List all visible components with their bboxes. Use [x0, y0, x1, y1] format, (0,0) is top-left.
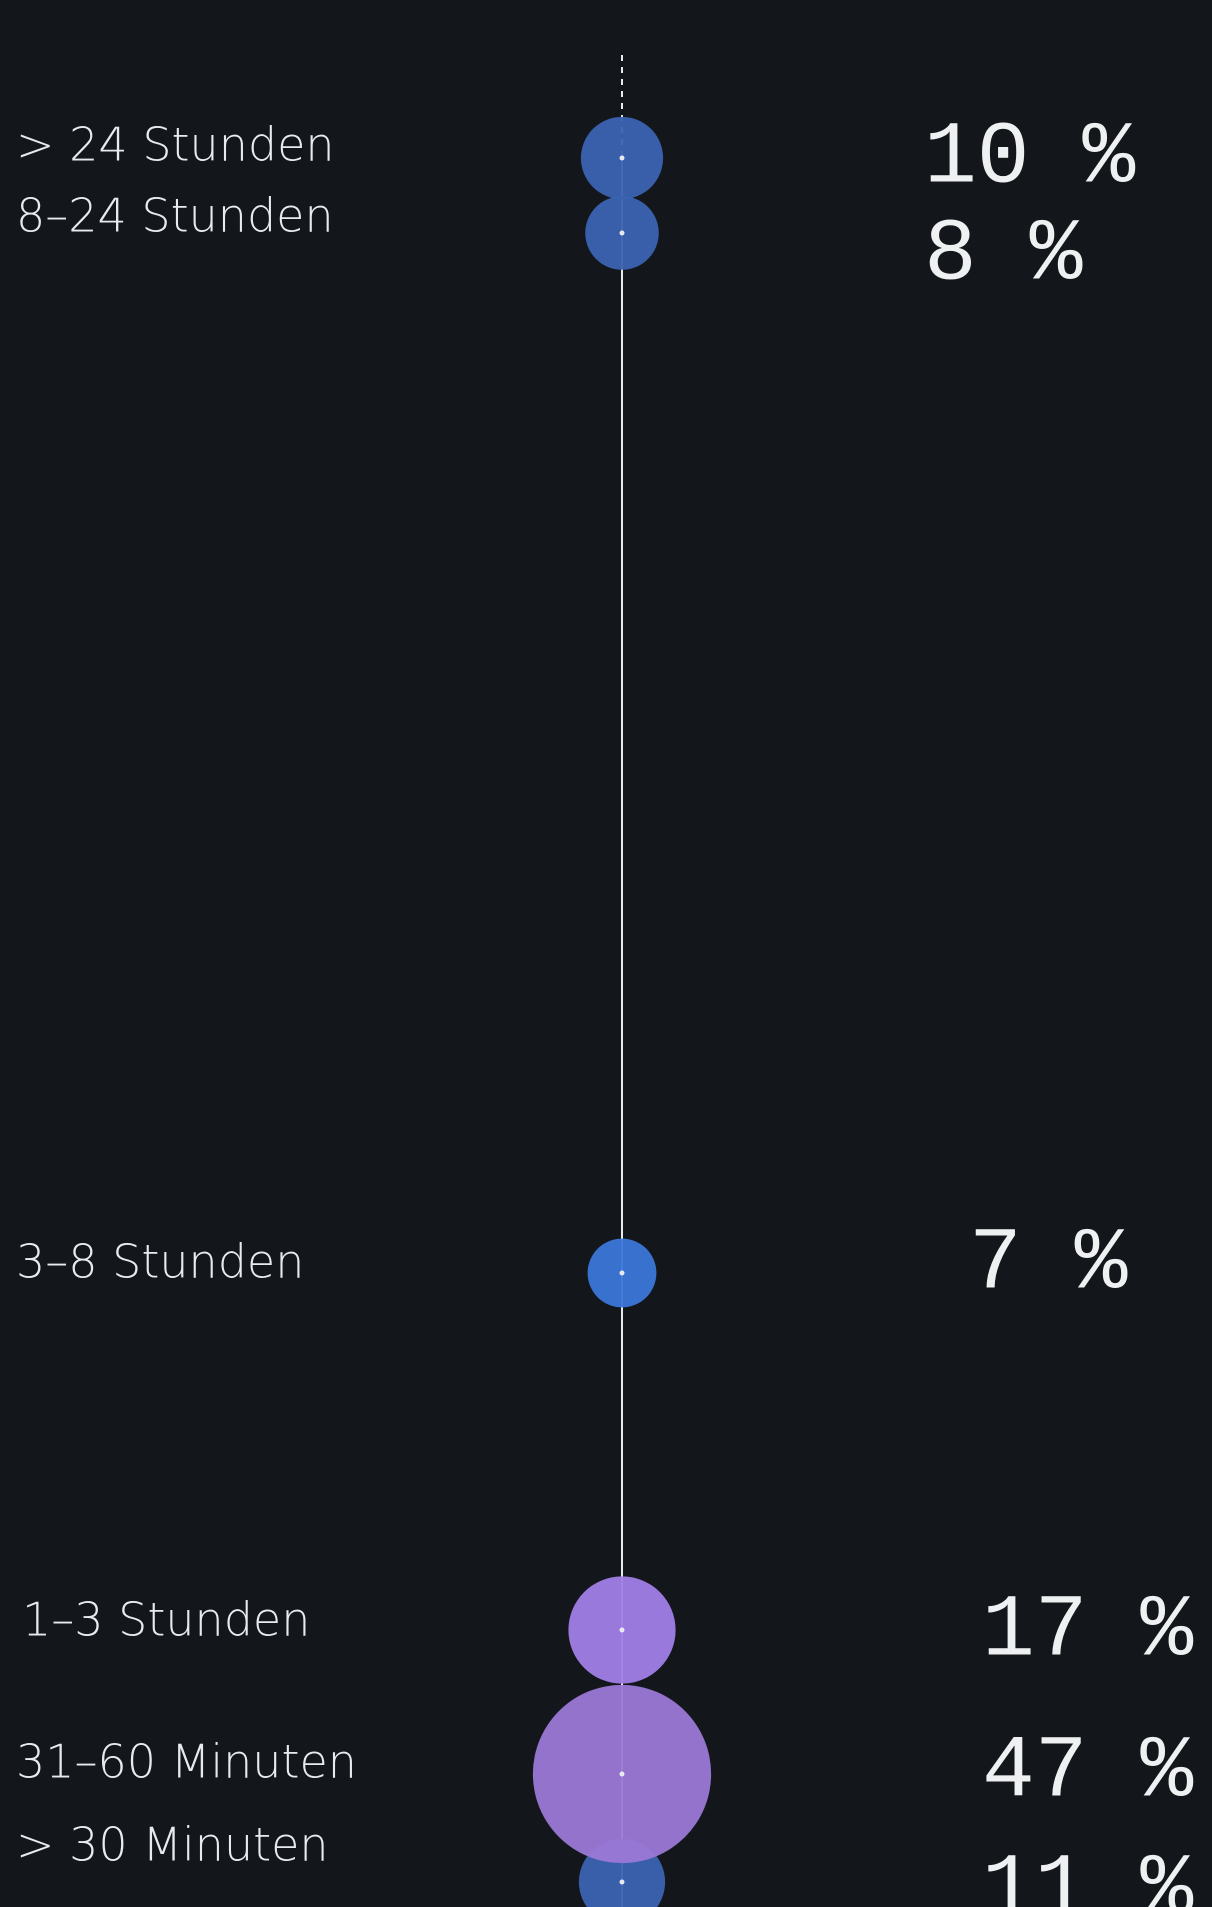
bubble-center: [619, 1879, 625, 1885]
category-label: > 24 Stunden: [16, 118, 335, 172]
bubble-center: [619, 155, 625, 161]
bubble-center: [619, 1627, 625, 1633]
category-label: 8–24 Stunden: [16, 189, 334, 243]
value-label: 47 %: [982, 1723, 1193, 1822]
labels: > 24 Stunden 10 % 8–24 Stunden 8 % 3–8 Stund…: [16, 109, 1193, 1907]
category-label: > 30 Minuten: [16, 1818, 329, 1872]
value-label: 10 %: [924, 109, 1135, 208]
value-label: 7 %: [969, 1215, 1128, 1314]
category-label: 3–8 Stunden: [16, 1235, 304, 1289]
bubble-center: [619, 230, 625, 236]
value-label: 17 %: [982, 1582, 1193, 1681]
category-label: 1–3 Stunden: [22, 1593, 310, 1647]
category-label: 31–60 Minuten: [16, 1735, 357, 1789]
bubbles: [532, 116, 712, 1907]
bubble-center: [619, 1771, 625, 1777]
value-label: 11 %: [982, 1841, 1193, 1907]
bubble-center: [619, 1270, 625, 1276]
value-label: 8 %: [924, 206, 1083, 305]
